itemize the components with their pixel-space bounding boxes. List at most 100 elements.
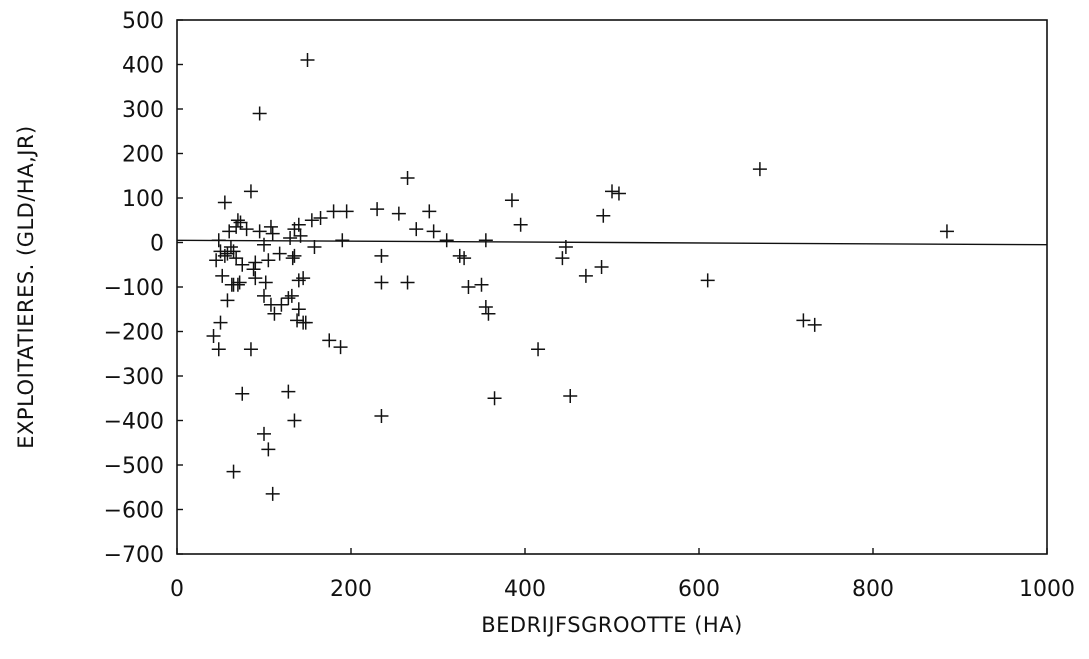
data-point: [605, 184, 619, 199]
data-point: [230, 213, 245, 228]
x-axis-ticks: 0 200 400 600 800 1000: [170, 548, 1075, 602]
data-point: [555, 251, 570, 266]
data-point: [258, 275, 273, 290]
data-point: [461, 280, 476, 294]
data-point: [374, 248, 389, 263]
data-point: [752, 162, 767, 177]
data-point: [257, 237, 271, 252]
data-point: [257, 288, 271, 303]
regression-line: [176, 239, 1048, 246]
data-point: [246, 262, 261, 277]
data-point: [487, 391, 502, 406]
data-point: [400, 275, 415, 290]
x-tick-label: 800: [852, 577, 894, 602]
data-point: [563, 389, 578, 404]
data-point: [291, 302, 306, 317]
data-point: [300, 53, 315, 68]
x-axis-label: BEDRIJFSGROOTTE (HA): [481, 613, 743, 637]
data-point: [426, 224, 441, 239]
data-point: [226, 464, 241, 479]
data-point: [232, 275, 247, 290]
data-point: [284, 288, 299, 303]
data-point: [298, 315, 313, 330]
data-point: [333, 340, 348, 355]
data-point: [504, 193, 519, 208]
data-point: [213, 315, 228, 330]
data-point: [265, 226, 280, 241]
data-point: [239, 222, 254, 237]
data-point: [439, 233, 454, 248]
data-point: [474, 277, 489, 292]
x-tick-label: 1000: [1019, 577, 1075, 602]
data-point: [400, 170, 415, 185]
data-point: [478, 233, 493, 248]
y-tick-label: −500: [104, 454, 164, 479]
data-point: [326, 204, 341, 219]
data-point: [558, 239, 573, 254]
data-point: [261, 253, 276, 268]
data-point: [339, 204, 354, 219]
data-point: [291, 217, 306, 232]
y-tick-label: −600: [104, 499, 164, 524]
data-point: [481, 306, 496, 321]
data-point: [211, 342, 226, 357]
data-points: [206, 53, 954, 501]
data-point: [209, 253, 224, 268]
data-point: [283, 231, 298, 246]
data-point: [248, 255, 263, 270]
data-point: [252, 224, 267, 239]
data-point: [807, 317, 822, 332]
data-point: [374, 275, 389, 290]
x-tick-label: 0: [170, 577, 184, 602]
data-point: [235, 386, 250, 401]
data-point: [700, 273, 715, 288]
data-point: [594, 259, 609, 274]
data-point: [235, 257, 250, 272]
data-point: [267, 306, 282, 321]
data-point: [513, 217, 528, 232]
data-point: [243, 342, 258, 357]
data-point: [211, 233, 226, 248]
y-tick-label: −300: [104, 365, 164, 390]
y-tick-label: 500: [122, 9, 164, 34]
data-point: [611, 186, 626, 201]
y-tick-label: 400: [122, 54, 164, 79]
data-point: [422, 204, 437, 219]
data-point: [478, 300, 493, 315]
y-tick-label: −200: [104, 321, 164, 346]
data-point: [578, 268, 593, 283]
data-point: [391, 206, 406, 221]
data-point: [220, 293, 235, 308]
data-point: [248, 271, 263, 286]
data-point: [226, 277, 241, 292]
data-point: [313, 211, 328, 226]
data-point: [217, 248, 232, 263]
data-point: [287, 248, 302, 263]
data-point: [229, 251, 244, 266]
data-point: [281, 291, 296, 306]
data-point: [374, 409, 389, 424]
data-point: [285, 251, 300, 266]
data-point: [290, 313, 305, 328]
data-point: [206, 328, 221, 343]
y-tick-label: 200: [122, 143, 164, 168]
data-point: [261, 442, 276, 457]
y-tick-label: 0: [150, 232, 164, 257]
x-tick-label: 200: [330, 577, 372, 602]
data-point: [220, 246, 235, 261]
data-point: [370, 202, 385, 217]
data-point: [281, 384, 296, 399]
data-point: [457, 251, 472, 266]
y-tick-label: −400: [104, 410, 164, 435]
plot-frame: [176, 19, 1048, 555]
data-point: [272, 246, 287, 261]
data-point: [304, 213, 319, 228]
data-point: [335, 233, 350, 248]
data-point: [215, 268, 230, 283]
x-tick-label: 400: [504, 577, 546, 602]
data-point: [223, 239, 238, 254]
data-point: [409, 222, 424, 237]
data-point: [796, 313, 811, 328]
data-point: [939, 224, 954, 239]
